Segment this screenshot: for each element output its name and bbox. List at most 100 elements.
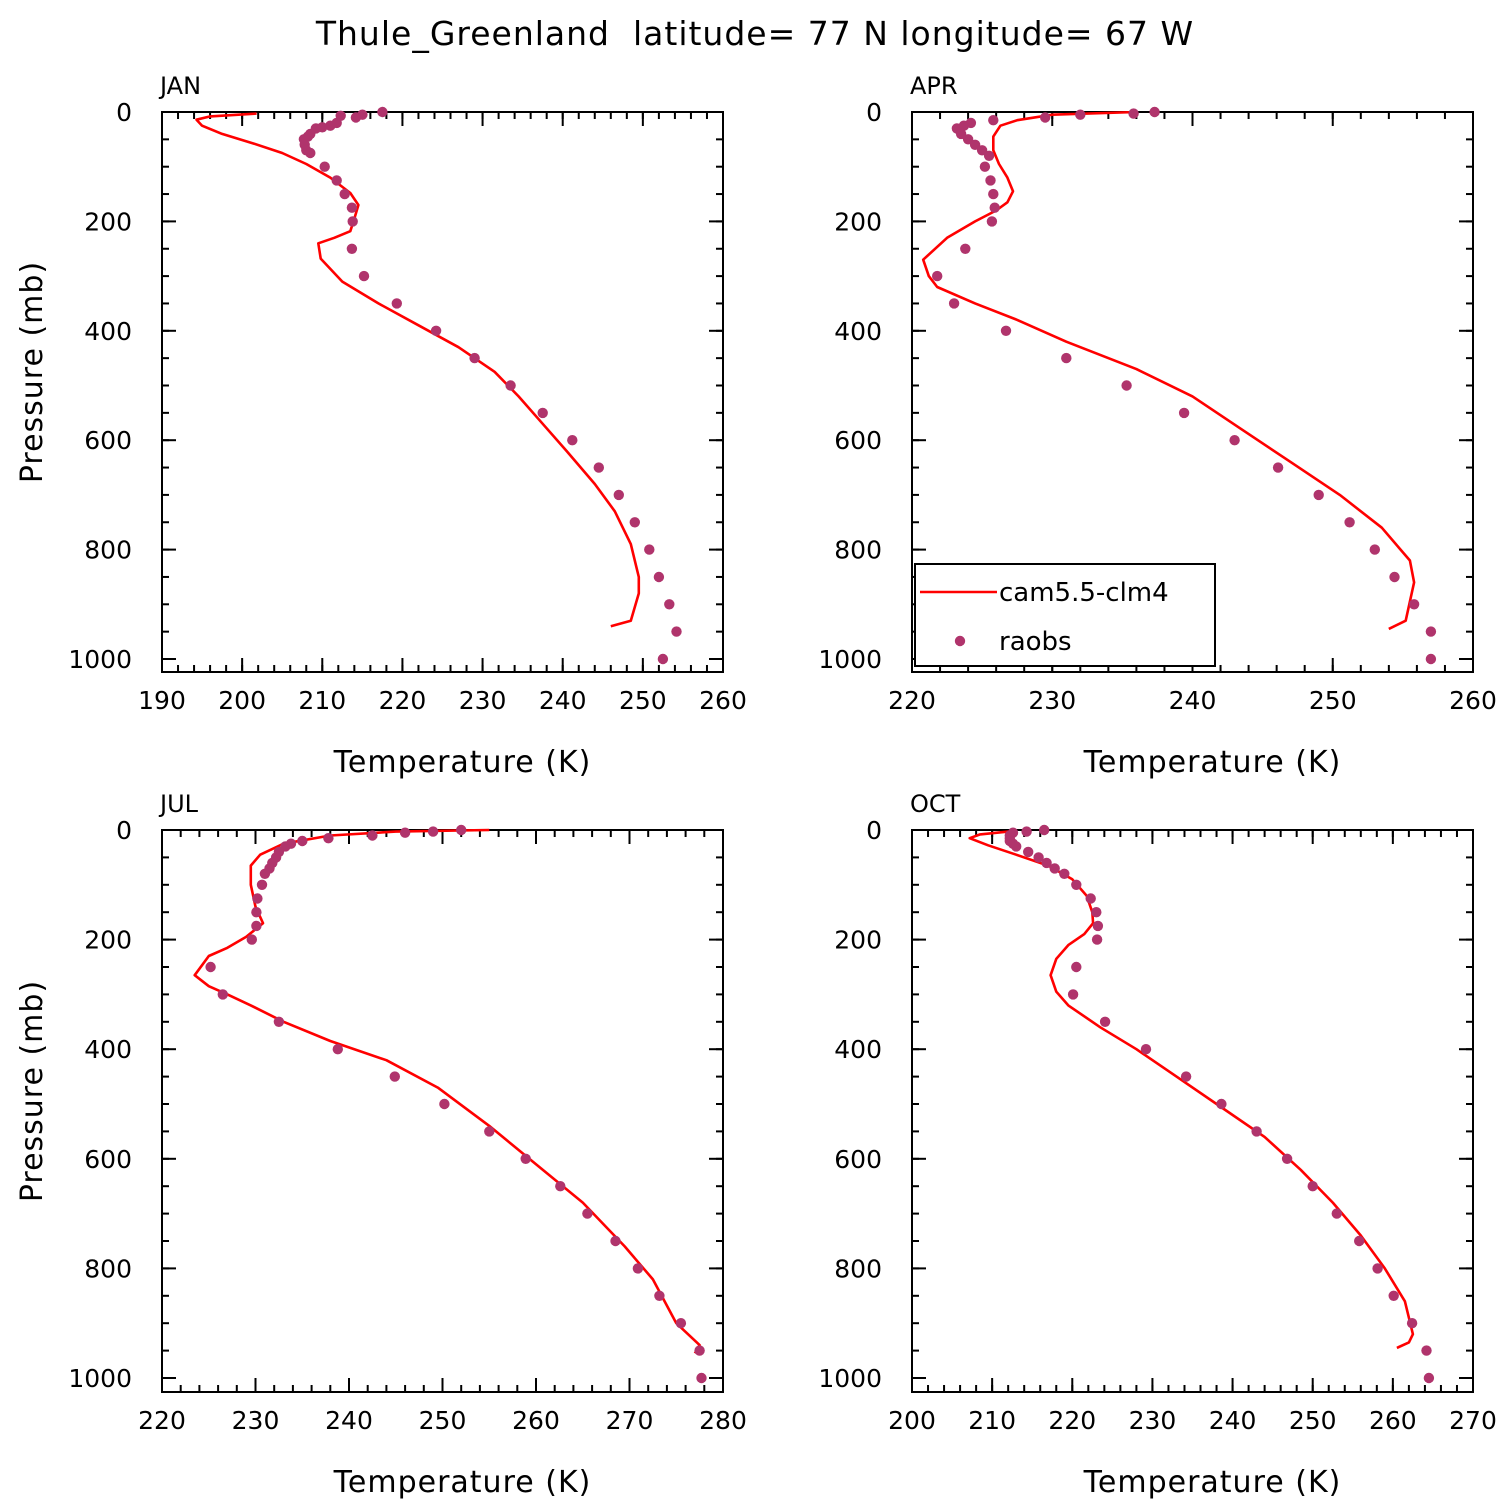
- x-tick-label: 280: [699, 1406, 747, 1435]
- data-point-raobs: [456, 824, 467, 836]
- data-point-raobs: [1021, 826, 1032, 837]
- data-point-raobs: [350, 112, 362, 123]
- y-tick-label: 800: [84, 536, 132, 565]
- data-point-raobs: [1372, 1263, 1383, 1274]
- y-tick-label: 200: [84, 926, 132, 955]
- data-point-raobs: [367, 830, 378, 841]
- data-point-raobs: [1313, 489, 1324, 501]
- data-point-raobs: [331, 175, 342, 186]
- data-point-raobs: [1091, 907, 1102, 918]
- data-point-raobs: [1389, 571, 1400, 583]
- x-tick-label: 240: [325, 1406, 373, 1435]
- y-tick-label: 0: [116, 816, 132, 845]
- y-tick-label: 1000: [818, 1364, 882, 1393]
- x-tick-label: 200: [218, 686, 266, 715]
- data-point-raobs: [1075, 109, 1086, 120]
- data-point-raobs: [632, 1263, 644, 1274]
- data-point-raobs: [988, 115, 999, 126]
- y-tick-label: 400: [84, 317, 132, 346]
- panel-label: OCT: [910, 790, 961, 818]
- data-point-raobs: [399, 827, 411, 838]
- legend-box: [914, 563, 1216, 667]
- data-point-raobs: [377, 106, 388, 118]
- figure-title: Thule_Greenland latitude= 77 N longitude…: [315, 14, 1194, 53]
- data-point-raobs: [962, 134, 974, 145]
- y-tick-label: 600: [84, 1145, 132, 1174]
- data-point-raobs: [976, 145, 988, 156]
- y-tick-label: 400: [834, 317, 882, 346]
- data-point-raobs: [273, 1016, 285, 1027]
- data-point-raobs: [593, 462, 604, 473]
- y-tick-label: 800: [834, 536, 882, 565]
- data-point-raobs: [979, 161, 991, 172]
- y-tick-label: 600: [84, 426, 132, 455]
- y-tick-label: 800: [834, 1254, 882, 1283]
- x-tick-label: 250: [419, 1406, 467, 1435]
- data-point-raobs: [297, 835, 308, 847]
- data-point-raobs: [675, 1318, 687, 1329]
- x-tick-label: 220: [138, 1406, 186, 1435]
- x-tick-label: 260: [512, 1406, 560, 1435]
- data-point-raobs: [439, 1098, 450, 1110]
- data-point-raobs: [664, 599, 675, 610]
- x-tick-label: 220: [888, 686, 936, 715]
- data-point-raobs: [520, 1153, 531, 1165]
- data-point-raobs: [391, 298, 402, 309]
- data-point-raobs: [1085, 893, 1096, 904]
- data-point-raobs: [1041, 857, 1052, 869]
- data-point-raobs: [1272, 462, 1284, 473]
- data-point-raobs: [948, 298, 960, 309]
- data-point-raobs: [1071, 961, 1082, 973]
- data-point-raobs: [1421, 1345, 1432, 1356]
- y-tick-label: 1000: [68, 645, 132, 674]
- data-point-raobs: [325, 120, 336, 131]
- data-point-raobs: [251, 907, 262, 918]
- data-point-raobs: [1216, 1098, 1227, 1110]
- data-point-raobs: [1033, 852, 1044, 863]
- data-point-raobs: [1408, 599, 1420, 610]
- y-tick-label: 0: [116, 98, 132, 127]
- y-tick-label: 1000: [818, 645, 882, 674]
- data-point-raobs: [469, 352, 480, 364]
- data-point-raobs: [205, 961, 216, 973]
- data-point-raobs: [1039, 824, 1050, 836]
- data-point-raobs: [339, 188, 350, 200]
- data-point-raobs: [989, 202, 1000, 213]
- panel-oct: OCT 200 210 220 230 240 250 260 270 0 200 400 600 800…: [818, 790, 1496, 1500]
- x-tick-label: 260: [699, 686, 747, 715]
- data-point-raobs: [1307, 1181, 1318, 1192]
- data-point-raobs: [347, 216, 358, 227]
- data-point-raobs: [653, 571, 665, 583]
- panel-label: APR: [910, 72, 958, 100]
- y-tick-label: 600: [834, 1145, 882, 1174]
- data-point-raobs: [1281, 1153, 1293, 1165]
- x-tick-label: 230: [232, 1406, 280, 1435]
- data-point-raobs: [969, 139, 981, 150]
- data-point-raobs: [430, 325, 442, 336]
- data-point-raobs: [332, 1044, 343, 1055]
- data-point-raobs: [1099, 1016, 1111, 1027]
- data-point-raobs: [1067, 989, 1079, 1000]
- data-point-raobs: [644, 544, 655, 555]
- y-tick-label: 0: [866, 98, 882, 127]
- data-point-raobs: [1425, 626, 1437, 637]
- panel-label: JAN: [158, 72, 201, 100]
- data-point-raobs: [613, 489, 624, 501]
- data-point-raobs: [323, 833, 334, 844]
- data-point-raobs: [256, 879, 268, 890]
- data-point-raobs: [1369, 544, 1381, 555]
- plot-frame: [161, 829, 724, 1393]
- data-point-raobs: [389, 1071, 400, 1082]
- data-point-raobs: [1071, 879, 1082, 890]
- legend-label: raobs: [999, 627, 1072, 657]
- data-point-raobs: [671, 626, 682, 637]
- data-point-raobs: [1061, 352, 1072, 364]
- data-point-raobs: [1091, 934, 1103, 945]
- data-point-raobs: [319, 161, 330, 172]
- data-point-raobs: [1423, 1372, 1435, 1384]
- x-tick-label: 230: [1129, 1406, 1177, 1435]
- data-point-raobs: [696, 1372, 707, 1384]
- data-point-raobs: [1178, 407, 1190, 419]
- data-point-raobs: [1406, 1318, 1418, 1329]
- x-axis-title: Temperature (K): [1083, 745, 1342, 780]
